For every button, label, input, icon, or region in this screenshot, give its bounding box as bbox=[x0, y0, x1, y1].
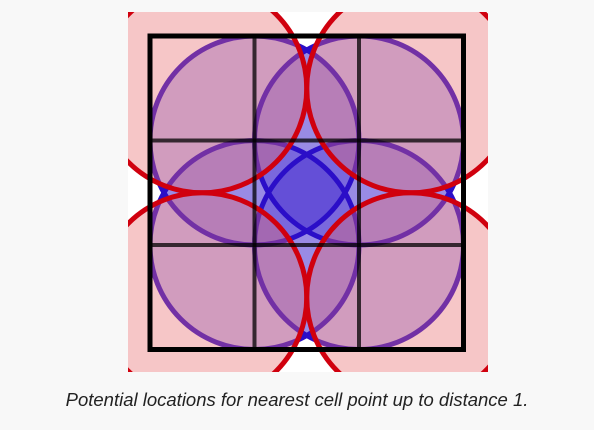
figure-caption: Potential locations for nearest cell poi… bbox=[65, 389, 529, 410]
grid-border bbox=[147, 33, 466, 352]
cell-diagram bbox=[128, 12, 488, 372]
grid-layer bbox=[147, 33, 466, 352]
figure-panel bbox=[128, 12, 488, 372]
red-circle-layer bbox=[128, 12, 488, 372]
red-circle-4 bbox=[304, 190, 488, 372]
